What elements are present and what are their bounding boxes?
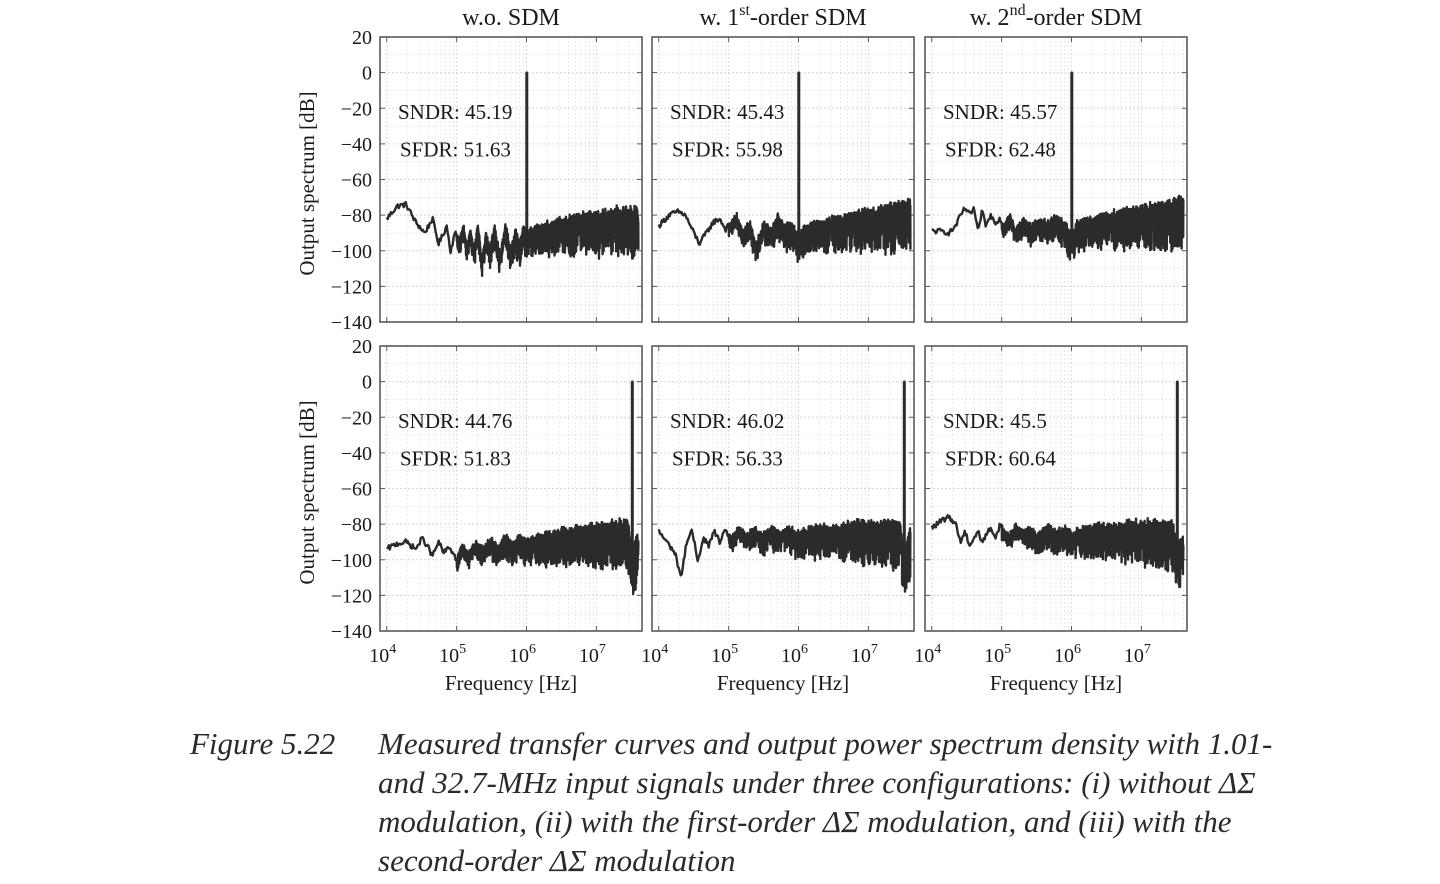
x-axis-label: Frequency [Hz] [717,671,849,695]
y-tick-label: 0 [362,372,372,394]
y-tick-label: −80 [341,514,372,536]
x-axis-label: Frequency [Hz] [990,671,1122,695]
sfdr-annotation: SFDR: 56.33 [672,446,783,470]
y-axis-label-row-1: Output spectrum [dB] [295,91,319,275]
panel-w-o-sdm-1-01mhz: 20 0 −20 −40 −60 −80 −100 −120 −140 w.o. SDM SNDR:… [331,5,643,334]
axes-frame [924,36,1188,323]
x-tick-label: 106 [509,642,536,667]
y-tick-label: −120 [331,276,372,298]
x-tick-label: 105 [984,642,1011,667]
sndr-annotation: SNDR: 45.5 [943,409,1047,433]
axes-frame [379,36,643,323]
spectrum-line [657,380,912,593]
x-tick-label: 107 [579,642,606,667]
axes-frame [379,345,643,632]
x-tick-label: 105 [439,642,466,667]
y-tick-label: −140 [331,312,372,334]
axis-ticks [380,36,642,323]
sndr-annotation: SNDR: 45.57 [943,100,1057,124]
panel-title: w.o. SDM [462,5,560,31]
panel-title: w. 2nd-order SDM [970,2,1142,31]
grid [925,36,1187,323]
y-tick-label: −20 [341,98,372,120]
y-tick-label: −80 [341,205,372,227]
x-axis-label: Frequency [Hz] [445,671,577,695]
y-tick-label: −20 [341,407,372,429]
y-tick-label: 0 [362,63,372,85]
sfdr-annotation: SFDR: 55.98 [672,137,783,161]
axes-frame [924,345,1188,632]
y-tick-label: 20 [352,27,372,49]
spectrum-line [657,71,912,264]
axis-ticks [380,345,642,632]
y-tick-label: −100 [331,550,372,572]
x-tick-label: 107 [1124,642,1151,667]
y-tick-label: −100 [331,241,372,263]
figure-number: Figure 5.22 [190,726,336,761]
y-axis-label: Output spectrum [dB] [295,400,319,584]
y-tick-label: 20 [352,336,372,358]
x-tick-label: 105 [711,642,738,667]
sndr-annotation: SNDR: 44.76 [398,409,512,433]
sfdr-annotation: SFDR: 51.63 [400,137,511,161]
grid [652,345,914,632]
y-tick-label: −60 [341,479,372,501]
y-axis-label: Output spectrum [dB] [295,91,319,275]
sndr-annotation: SNDR: 45.43 [670,100,784,124]
figure-6-panel-spectrum: Output spectrum [dB] Output spectrum [dB… [295,2,1188,695]
x-tick-label: 106 [781,642,808,667]
grid [380,345,642,632]
x-tick-label: 104 [369,642,396,667]
spectrum-line [930,380,1185,589]
axes-frame [651,345,915,632]
sfdr-annotation: SFDR: 51.83 [400,446,511,470]
y-tick-label: −140 [331,621,372,643]
sndr-annotation: SNDR: 46.02 [670,409,784,433]
spectrum-line [931,71,1185,261]
sndr-annotation: SNDR: 45.19 [398,100,512,124]
axis-ticks [652,345,914,632]
spectrum-line [385,71,640,278]
grid [652,36,914,323]
axis-ticks [652,36,914,323]
axes-frame [651,36,915,323]
sfdr-annotation: SFDR: 62.48 [945,137,1056,161]
axis-ticks [925,36,1187,323]
y-tick-label: −40 [341,134,372,156]
y-axis-label-row-2: Output spectrum [dB] [295,400,319,584]
panel-1st-order-sdm-1-01mhz: w. 1st-order SDM SNDR: 45.43 SFDR: 55.98 [651,2,915,323]
axis-ticks [925,345,1187,632]
figure-caption-text: Measured transfer curves and output powe… [378,726,1273,878]
x-tick-label: 104 [641,642,668,667]
panel-2nd-order-sdm-1-01mhz: w. 2nd-order SDM SNDR: 45.57 SFDR: 62.48 [924,2,1188,323]
x-tick-label: 104 [914,642,941,667]
sfdr-annotation: SFDR: 60.64 [945,446,1056,470]
panel-title: w. 1st-order SDM [699,2,866,31]
y-tick-label: −60 [341,170,372,192]
spectrum-line [386,380,640,596]
grid [925,345,1187,632]
y-tick-label: −120 [331,585,372,607]
x-tick-label: 106 [1054,642,1081,667]
grid [380,36,642,323]
y-tick-label: −40 [341,443,372,465]
x-tick-label: 107 [851,642,878,667]
